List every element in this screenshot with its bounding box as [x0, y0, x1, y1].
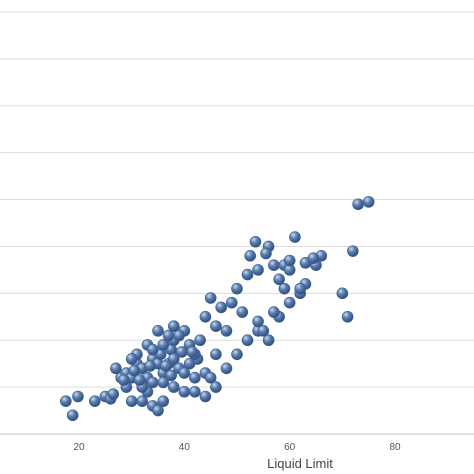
x-tick-label: 40	[179, 442, 191, 453]
data-point	[289, 231, 301, 243]
data-point	[160, 360, 172, 372]
data-point	[204, 292, 217, 304]
data-point	[175, 346, 188, 358]
gridlines	[0, 11, 474, 388]
data-point	[133, 374, 146, 386]
data-point	[168, 320, 180, 332]
data-point	[236, 306, 249, 318]
x-tick-label: 20	[73, 442, 85, 453]
data-point	[125, 353, 138, 365]
data-point	[260, 247, 272, 260]
data-point	[307, 252, 320, 264]
data-point	[125, 395, 138, 407]
data-point	[352, 198, 364, 211]
data-point	[136, 395, 148, 407]
data-point	[215, 301, 227, 314]
data-point	[220, 325, 233, 337]
data-point	[144, 360, 156, 372]
data-point	[107, 388, 120, 400]
data-point	[128, 364, 141, 377]
data-point	[244, 250, 256, 262]
data-point	[178, 385, 191, 398]
data-point	[165, 369, 177, 382]
data-point	[252, 315, 264, 328]
data-point	[157, 376, 170, 389]
data-point	[262, 334, 275, 347]
data-point	[152, 325, 164, 337]
data-point	[146, 376, 159, 389]
data-point	[168, 353, 180, 365]
x-axis-title: Liquid Limit	[267, 456, 333, 471]
data-point	[157, 339, 170, 351]
data-point	[268, 306, 280, 318]
data-point	[194, 334, 206, 347]
data-points	[60, 196, 375, 422]
data-point	[72, 390, 84, 403]
data-point	[173, 329, 185, 342]
data-point	[241, 268, 254, 281]
data-point	[268, 259, 280, 272]
data-point	[117, 374, 130, 386]
data-point	[283, 296, 296, 309]
data-point	[249, 235, 262, 248]
data-point	[336, 287, 349, 300]
data-point	[189, 371, 201, 384]
data-point	[257, 325, 270, 337]
data-point	[60, 395, 72, 407]
data-point	[186, 346, 199, 358]
data-point	[294, 282, 307, 295]
x-tick-label: 80	[389, 442, 401, 453]
data-point	[168, 381, 180, 393]
data-point	[178, 367, 191, 379]
data-point	[152, 404, 164, 417]
data-point	[273, 273, 285, 286]
data-point	[278, 282, 291, 295]
data-point	[199, 310, 212, 323]
data-point	[157, 395, 170, 407]
data-point	[220, 362, 233, 375]
data-point	[241, 334, 254, 347]
data-point	[231, 348, 243, 361]
data-point	[89, 395, 101, 407]
data-point	[347, 245, 359, 257]
x-tick-labels: 20 40 60 80	[73, 442, 401, 453]
data-point	[283, 254, 296, 267]
data-point	[210, 320, 222, 332]
x-tick-label: 60	[284, 442, 296, 453]
data-point	[146, 343, 159, 356]
data-point	[231, 282, 243, 295]
data-point	[341, 310, 354, 323]
data-point	[225, 296, 238, 309]
data-point	[204, 371, 217, 384]
data-point	[362, 196, 375, 208]
data-point	[252, 264, 264, 276]
data-point	[66, 409, 79, 422]
data-point	[110, 362, 122, 375]
data-point	[199, 390, 212, 403]
data-point	[189, 385, 201, 398]
data-point	[210, 348, 222, 361]
data-point	[210, 381, 222, 393]
